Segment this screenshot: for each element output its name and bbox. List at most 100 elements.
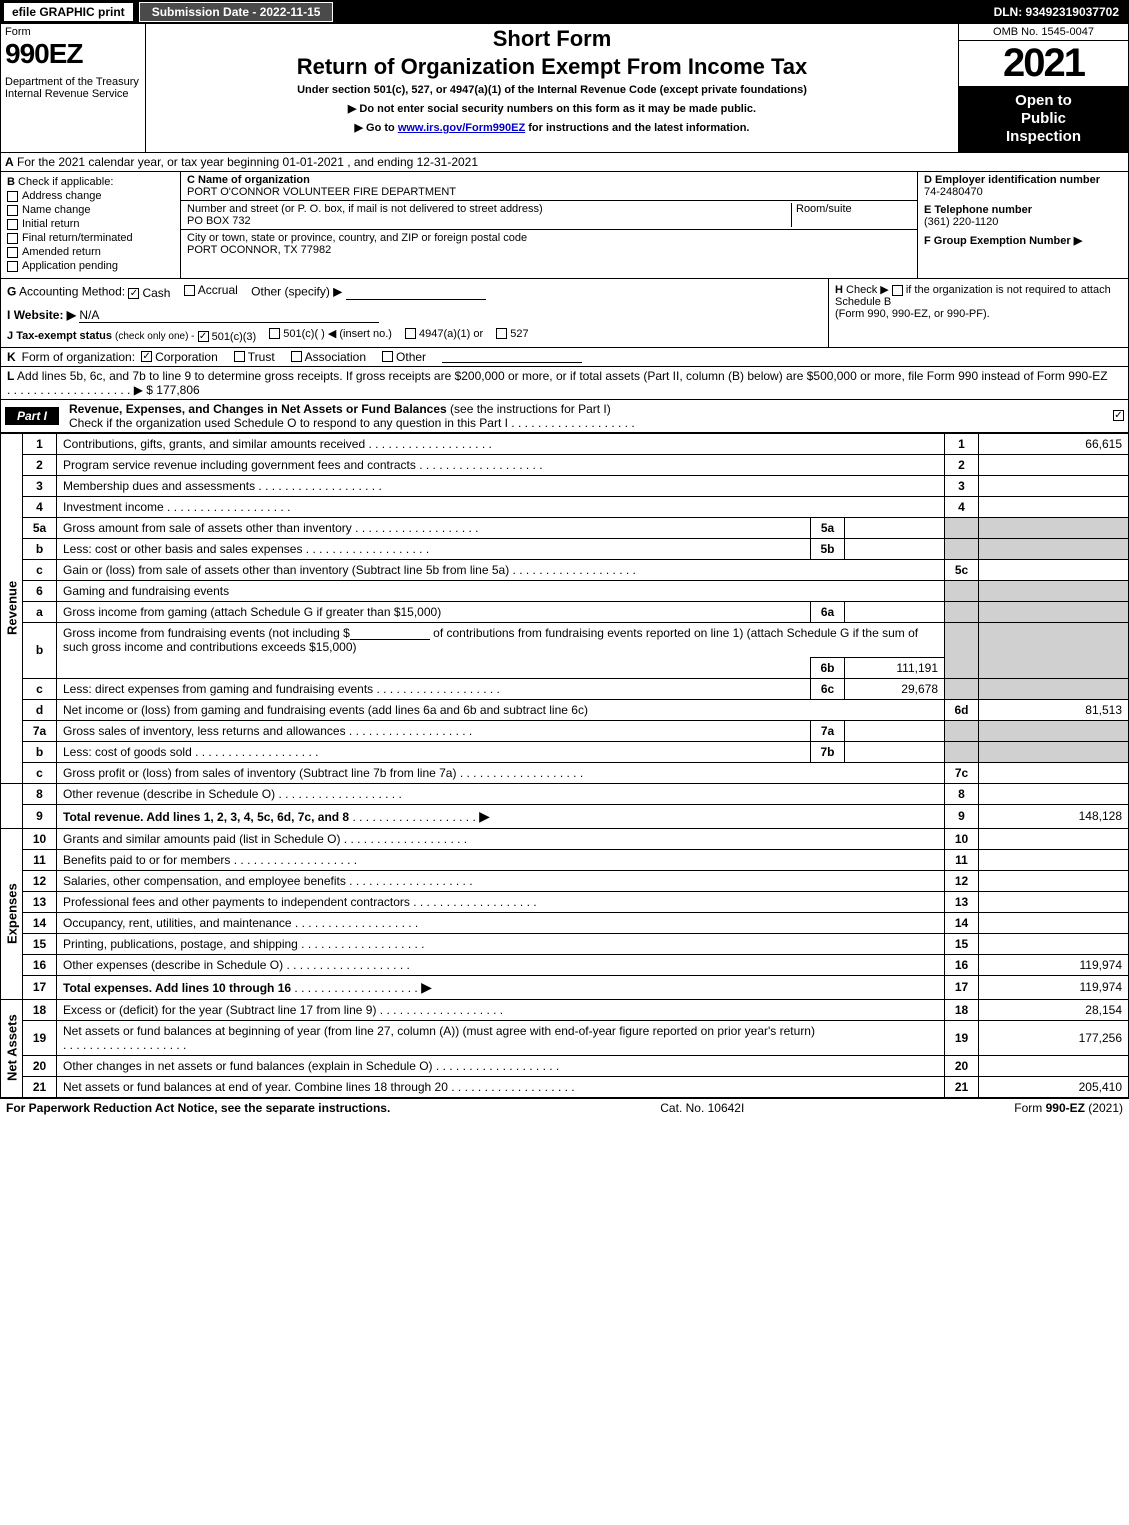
line-16-num: 16 xyxy=(23,954,57,975)
line-2-amt xyxy=(979,454,1129,475)
line-6b-blank[interactable] xyxy=(350,627,430,640)
inspection-3: Inspection xyxy=(963,128,1124,146)
line-12-col: 12 xyxy=(945,870,979,891)
line-6d-desc: Net income or (loss) from gaming and fun… xyxy=(63,703,588,717)
checkbox-501c3[interactable] xyxy=(198,331,209,342)
line-15-col: 15 xyxy=(945,933,979,954)
line-12-amt xyxy=(979,870,1129,891)
chk-label: Name change xyxy=(22,204,91,216)
tax-year: 2021 xyxy=(959,41,1128,86)
dots-icon xyxy=(511,416,634,430)
submission-date: Submission Date - 2022-11-15 xyxy=(139,2,334,22)
line-5c-col: 5c xyxy=(945,559,979,580)
i-website-value: N/A xyxy=(79,308,379,323)
checkbox-final-return[interactable] xyxy=(7,233,18,244)
form-number: 990EZ xyxy=(5,38,141,70)
line-19-desc: Net assets or fund balances at beginning… xyxy=(63,1024,815,1038)
line-18-num: 18 xyxy=(23,999,57,1020)
line-17-desc: Total expenses. Add lines 10 through 16 xyxy=(63,981,291,995)
line-6c-desc: Less: direct expenses from gaming and fu… xyxy=(63,682,373,696)
checkbox-corporation[interactable] xyxy=(141,351,152,362)
line-11-col: 11 xyxy=(945,849,979,870)
shade-cell xyxy=(945,678,979,699)
line-13-desc: Professional fees and other payments to … xyxy=(63,895,410,909)
netassets-vert-label: Net Assets xyxy=(1,999,23,1097)
line-5a-desc: Gross amount from sale of assets other t… xyxy=(63,521,352,535)
line-14-desc: Occupancy, rent, utilities, and maintena… xyxy=(63,916,292,930)
revenue-cont xyxy=(1,783,23,828)
top-bar: efile GRAPHIC print Submission Date - 20… xyxy=(0,0,1129,24)
checkbox-other[interactable] xyxy=(382,351,393,362)
checkbox-cash[interactable] xyxy=(128,288,139,299)
checkbox-amended-return[interactable] xyxy=(7,247,18,258)
dots-icon xyxy=(416,458,543,472)
line-19-col: 19 xyxy=(945,1020,979,1055)
suite-label: Room/suite xyxy=(796,203,852,215)
k-letter: K xyxy=(7,350,16,364)
line-2-num: 2 xyxy=(23,454,57,475)
expenses-vert-label: Expenses xyxy=(1,828,23,999)
line-10-col: 10 xyxy=(945,828,979,849)
checkbox-trust[interactable] xyxy=(234,351,245,362)
h-text1: Check ▶ xyxy=(846,284,889,296)
part-tag: Part I xyxy=(5,407,59,425)
dots-icon xyxy=(346,874,473,888)
checkbox-527[interactable] xyxy=(496,328,507,339)
h-text3: (Form 990, 990-EZ, or 990-PF). xyxy=(835,308,990,320)
line-6a-desc: Gross income from gaming (attach Schedul… xyxy=(63,605,441,619)
dots-icon xyxy=(340,832,467,846)
dots-icon xyxy=(63,1038,186,1052)
j-insert: ◀ (insert no.) xyxy=(328,327,392,340)
irs-link[interactable]: www.irs.gov/Form990EZ xyxy=(398,122,525,134)
line-21-num: 21 xyxy=(23,1076,57,1097)
checkbox-address-change[interactable] xyxy=(7,191,18,202)
j-label: Tax-exempt status xyxy=(16,330,112,342)
row-a: A For the 2021 calendar year, or tax yea… xyxy=(0,153,1129,172)
checkbox-501c[interactable] xyxy=(269,328,280,339)
checkbox-initial-return[interactable] xyxy=(7,219,18,230)
line-6-desc: Gaming and fundraising events xyxy=(63,584,229,598)
line-5b-subval xyxy=(845,538,945,559)
checkbox-h[interactable] xyxy=(892,285,903,296)
line-4-num: 4 xyxy=(23,496,57,517)
dots-icon xyxy=(349,810,476,824)
dept-irs: Internal Revenue Service xyxy=(5,88,141,100)
shade-cell xyxy=(945,601,979,622)
checkbox-accrual[interactable] xyxy=(184,285,195,296)
line-20-amt xyxy=(979,1055,1129,1076)
dots-icon xyxy=(433,1059,560,1073)
dots-icon xyxy=(352,521,479,535)
line-9-desc: Total revenue. Add lines 1, 2, 3, 4, 5c,… xyxy=(63,810,349,824)
line-19-amt: 177,256 xyxy=(979,1020,1129,1055)
line-16-amt: 119,974 xyxy=(979,954,1129,975)
col-b-title: Check if applicable: xyxy=(18,176,113,188)
part-1-header: Part I Revenue, Expenses, and Changes in… xyxy=(0,400,1129,433)
j-501c3: 501(c)(3) xyxy=(212,331,257,343)
line-13-col: 13 xyxy=(945,891,979,912)
shade-cell xyxy=(945,538,979,559)
shade-cell xyxy=(945,741,979,762)
g-other-blank[interactable] xyxy=(346,287,486,300)
col-b: B Check if applicable: Address change Na… xyxy=(1,172,181,278)
line-2-desc: Program service revenue including govern… xyxy=(63,458,416,472)
street-label: Number and street (or P. O. box, if mail… xyxy=(187,203,543,215)
line-14-num: 14 xyxy=(23,912,57,933)
line-10-num: 10 xyxy=(23,828,57,849)
k-other-blank[interactable] xyxy=(442,350,582,363)
checkbox-association[interactable] xyxy=(291,351,302,362)
shade-cell xyxy=(979,580,1129,601)
checkbox-name-change[interactable] xyxy=(7,205,18,216)
j-527: 527 xyxy=(510,328,528,340)
shade-cell xyxy=(979,622,1129,678)
line-20-col: 20 xyxy=(945,1055,979,1076)
line-14-amt xyxy=(979,912,1129,933)
h-letter: H xyxy=(835,284,843,296)
line-21-col: 21 xyxy=(945,1076,979,1097)
line-5b-num: b xyxy=(23,538,57,559)
line-8-desc: Other revenue (describe in Schedule O) xyxy=(63,787,275,801)
checkbox-part1-schedule-o[interactable] xyxy=(1113,410,1124,421)
shade-cell xyxy=(945,622,979,678)
checkbox-application-pending[interactable] xyxy=(7,261,18,272)
checkbox-4947[interactable] xyxy=(405,328,416,339)
k-corp: Corporation xyxy=(155,350,218,364)
